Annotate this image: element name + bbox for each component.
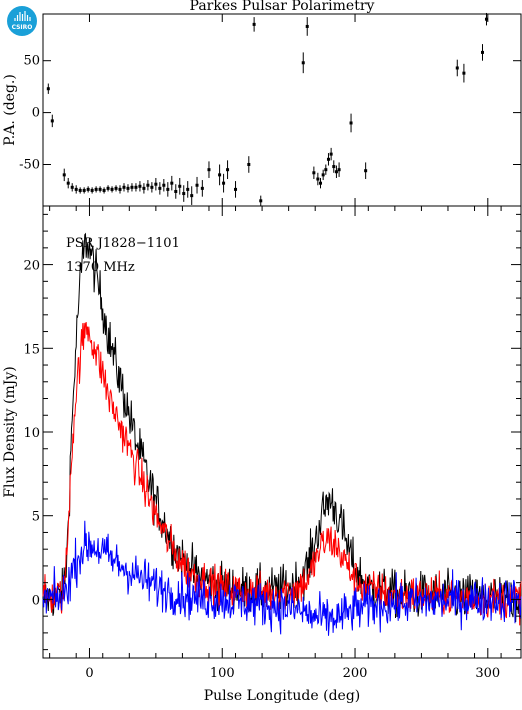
pa-point bbox=[78, 187, 82, 194]
pa-point bbox=[301, 52, 305, 74]
pa-point bbox=[337, 162, 341, 177]
pa-point bbox=[349, 113, 353, 133]
pa-ytick-label: 50 bbox=[23, 54, 40, 69]
pa-point bbox=[50, 114, 54, 128]
pa-point bbox=[329, 147, 333, 161]
pa-point bbox=[126, 184, 130, 193]
pa-point bbox=[90, 187, 94, 194]
flux-xtick-label: 200 bbox=[343, 666, 368, 681]
pa-point bbox=[110, 186, 114, 193]
pa-ytick-label: 0 bbox=[32, 106, 40, 121]
pa-point bbox=[122, 183, 126, 192]
pa-point bbox=[82, 187, 86, 194]
pa-point bbox=[186, 181, 190, 198]
pa-point bbox=[138, 181, 142, 192]
pa-plot-frame bbox=[42, 13, 522, 207]
pa-point bbox=[305, 17, 309, 36]
pa-point bbox=[226, 160, 230, 180]
pulsar-name-annotation: PSR J1828−1101 bbox=[66, 236, 180, 251]
pa-point bbox=[312, 166, 316, 180]
pa-point bbox=[102, 187, 106, 194]
pa-point bbox=[94, 186, 98, 193]
pa-point bbox=[207, 161, 211, 178]
pa-point bbox=[174, 184, 178, 199]
pa-point bbox=[70, 183, 74, 192]
pa-panel: -50 0 50 P.A. (deg.) bbox=[2, 12, 522, 207]
pa-point bbox=[162, 179, 166, 192]
pa-point bbox=[114, 185, 118, 192]
flux-series-line bbox=[42, 520, 522, 636]
csiro-logo-icon: CSIRO bbox=[7, 6, 37, 36]
frequency-annotation: 1370 MHz bbox=[66, 260, 135, 275]
logo-text: CSIRO bbox=[12, 24, 33, 31]
pa-point bbox=[46, 83, 50, 94]
flux-ytick-label: 5 bbox=[32, 510, 40, 525]
pa-point bbox=[218, 164, 222, 186]
flux-xtick-label: 0 bbox=[85, 666, 93, 681]
flux-ytick-label: 20 bbox=[23, 259, 40, 274]
pa-point bbox=[158, 182, 162, 195]
pa-point bbox=[154, 177, 158, 191]
pa-point bbox=[364, 162, 368, 180]
pa-point bbox=[150, 182, 154, 193]
pa-point bbox=[200, 180, 204, 197]
pa-point bbox=[324, 164, 328, 175]
pa-point bbox=[130, 183, 134, 192]
flux-axis-label: Flux Density (mJy) bbox=[2, 366, 18, 497]
pa-point bbox=[182, 185, 186, 202]
pa-point bbox=[142, 183, 146, 194]
flux-xtick-label: 100 bbox=[210, 666, 235, 681]
pa-point bbox=[134, 183, 138, 192]
pa-point bbox=[480, 44, 484, 61]
pa-point bbox=[146, 180, 150, 191]
pa-point bbox=[316, 172, 320, 186]
pa-point bbox=[484, 12, 488, 26]
pa-point bbox=[326, 153, 330, 166]
pa-point bbox=[259, 195, 263, 206]
pa-point bbox=[118, 185, 122, 194]
pa-point bbox=[166, 182, 170, 197]
pa-point bbox=[252, 17, 256, 32]
longitude-axis-label: Pulse Longitude (deg) bbox=[204, 688, 361, 704]
pa-point bbox=[98, 186, 102, 193]
pa-point bbox=[190, 186, 194, 205]
flux-ytick-label: 15 bbox=[23, 342, 40, 357]
pa-point bbox=[178, 177, 182, 195]
pa-point bbox=[86, 186, 90, 193]
pa-point bbox=[321, 169, 325, 181]
flux-ytick-label: 0 bbox=[32, 593, 40, 608]
pa-point bbox=[455, 59, 459, 77]
pa-point bbox=[319, 177, 323, 189]
pa-point bbox=[195, 176, 199, 194]
pa-point bbox=[74, 185, 78, 194]
pa-point bbox=[462, 63, 466, 83]
pa-point bbox=[66, 177, 70, 189]
pa-point bbox=[247, 156, 251, 173]
flux-xtick-label: 300 bbox=[475, 666, 500, 681]
pa-point bbox=[170, 175, 174, 191]
pa-point bbox=[334, 165, 338, 178]
pa-point bbox=[222, 173, 226, 193]
pa-axis-label: P.A. (deg.) bbox=[2, 74, 18, 146]
pa-point bbox=[106, 185, 110, 192]
flux-ytick-label: 10 bbox=[23, 426, 40, 441]
pa-point bbox=[62, 168, 66, 182]
pa-ytick-label: -50 bbox=[19, 157, 40, 172]
flux-series-line bbox=[42, 232, 522, 623]
chart-title: Parkes Pulsar Polarimetry bbox=[190, 0, 375, 14]
pa-point bbox=[332, 160, 336, 173]
pa-point bbox=[234, 181, 238, 198]
